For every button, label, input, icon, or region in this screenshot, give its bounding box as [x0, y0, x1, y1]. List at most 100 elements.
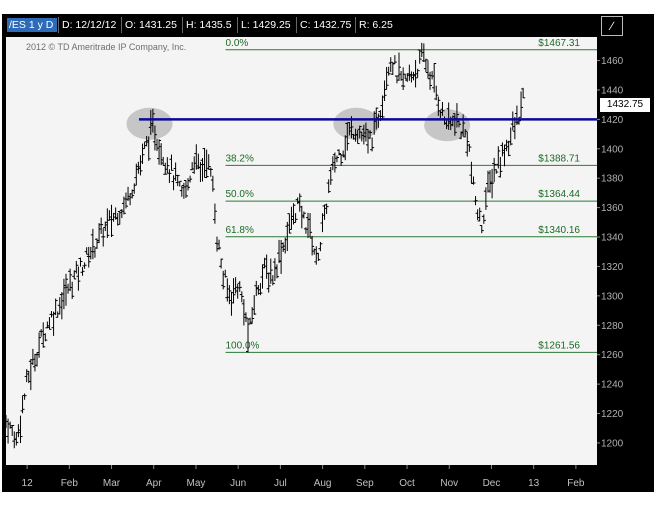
price-bar	[167, 169, 172, 183]
fib-price-label: $1467.31	[538, 38, 580, 49]
price-bar	[196, 153, 201, 170]
price-bar	[53, 298, 58, 316]
x-tick-label: Nov	[440, 478, 458, 489]
price-bar	[413, 59, 418, 88]
price-bar	[165, 157, 170, 174]
price-bar	[80, 267, 85, 276]
fib-percent-label: 50.0%	[226, 189, 254, 200]
price-bar	[192, 156, 197, 174]
price-bar	[328, 166, 333, 185]
price-bar	[175, 174, 180, 187]
x-tick-label: Aug	[314, 478, 332, 489]
price-bar	[109, 204, 114, 238]
price-bar	[99, 217, 104, 234]
price-bar	[24, 369, 29, 383]
fib-percent-label: 100.0%	[226, 340, 260, 351]
highlight-ellipses	[126, 107, 471, 142]
price-bar	[32, 353, 37, 372]
header-separator	[355, 17, 356, 33]
price-bar	[179, 185, 184, 197]
price-bar	[55, 311, 60, 318]
price-bar	[463, 128, 468, 138]
price-bar	[181, 182, 186, 199]
price-bar	[425, 60, 430, 79]
price-bar	[310, 235, 315, 256]
x-tick-label: May	[187, 478, 206, 489]
price-bar	[301, 211, 306, 219]
symbol-label[interactable]: /ES 1 y D	[7, 18, 57, 32]
x-axis: 12 Feb Mar Apr May Jun Jul Aug Sep Oct Nov Dec 13 Feb	[22, 465, 585, 489]
price-bar	[28, 359, 33, 391]
price-bar	[508, 127, 513, 146]
price-bar	[277, 239, 282, 264]
x-tick-label: Oct	[399, 478, 415, 489]
price-bar	[306, 212, 311, 238]
price-bar	[500, 142, 505, 157]
price-bar	[152, 125, 157, 151]
price-bar	[502, 144, 507, 167]
date-readout: D: 12/12/12	[62, 19, 117, 31]
price-bar	[92, 247, 97, 258]
price-bar	[225, 278, 230, 302]
price-bar	[380, 95, 385, 121]
price-bar	[314, 246, 319, 265]
price-bar	[399, 70, 404, 81]
price-bar	[16, 424, 21, 438]
price-bar	[214, 236, 219, 252]
price-bar	[140, 143, 145, 164]
price-bar	[481, 214, 486, 224]
price-bar	[432, 63, 437, 93]
price-bar	[132, 183, 137, 194]
high-readout: H: 1435.5	[186, 19, 232, 31]
price-bar	[388, 57, 393, 73]
price-bar	[316, 252, 321, 261]
price-bar	[59, 292, 64, 320]
y-tick-label: 1440	[601, 85, 624, 96]
price-bar	[405, 73, 410, 82]
fib-percent-label: 0.0%	[226, 38, 249, 49]
price-bar	[18, 415, 23, 444]
price-bar	[428, 71, 433, 90]
price-bar	[72, 270, 77, 280]
price-bar	[198, 161, 203, 183]
price-bar	[415, 68, 420, 78]
y-tick-label: 1200	[601, 438, 624, 449]
y-tick-label: 1420	[601, 115, 624, 126]
price-bar	[90, 228, 95, 260]
price-bar	[467, 143, 472, 152]
price-bar	[494, 169, 499, 174]
price-bar	[233, 277, 238, 294]
price-bar	[320, 213, 325, 233]
price-bar	[138, 155, 143, 176]
drawing-tool-icon[interactable]: ∕	[601, 16, 623, 36]
price-bar	[312, 248, 317, 255]
price-bar	[66, 283, 71, 294]
plot-area[interactable]	[6, 37, 597, 465]
price-bar	[43, 333, 48, 342]
price-bar	[246, 318, 251, 353]
price-bar	[121, 196, 126, 215]
price-bar	[461, 114, 466, 137]
price-bar	[63, 273, 68, 306]
price-bar	[355, 129, 360, 145]
price-bar	[57, 297, 62, 315]
price-bar	[287, 213, 292, 234]
open-readout: O: 1431.25	[125, 19, 177, 31]
price-bar	[488, 170, 493, 193]
price-bar	[264, 254, 269, 279]
header-separator	[182, 17, 183, 33]
price-bar	[279, 239, 284, 274]
price-bar	[119, 209, 124, 219]
price-bar	[188, 175, 193, 183]
price-bar	[70, 281, 75, 299]
price-bar	[272, 258, 277, 282]
price-bar	[473, 196, 478, 206]
price-bar	[289, 206, 294, 230]
price-bar	[293, 213, 298, 223]
price-bar	[204, 149, 209, 179]
price-bar	[326, 179, 331, 194]
price-bar	[8, 421, 13, 429]
price-bar	[30, 348, 35, 365]
price-bar	[206, 154, 211, 170]
